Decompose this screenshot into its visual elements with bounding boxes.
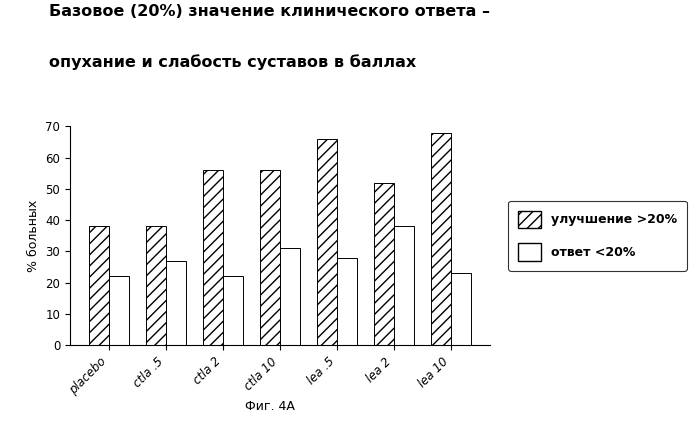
Y-axis label: % больных: % больных <box>27 200 40 272</box>
Bar <box>337 258 357 345</box>
Bar <box>89 226 109 345</box>
Bar <box>431 133 451 345</box>
Bar <box>109 277 129 345</box>
Bar <box>280 248 300 345</box>
Text: опухание и слабость суставов в баллах: опухание и слабость суставов в баллах <box>49 55 416 70</box>
Bar <box>451 273 471 345</box>
Bar <box>374 183 394 345</box>
Bar <box>223 277 243 345</box>
Bar <box>317 139 337 345</box>
Bar <box>166 261 186 345</box>
Legend: улучшение >20%, ответ <20%: улучшение >20%, ответ <20% <box>508 200 687 271</box>
Bar <box>260 170 280 345</box>
Bar <box>203 170 223 345</box>
Bar <box>146 226 166 345</box>
Bar <box>394 226 414 345</box>
Text: Фиг. 4А: Фиг. 4А <box>244 400 295 413</box>
Text: Базовое (20%) значение клинического ответа –: Базовое (20%) значение клинического отве… <box>49 4 490 19</box>
